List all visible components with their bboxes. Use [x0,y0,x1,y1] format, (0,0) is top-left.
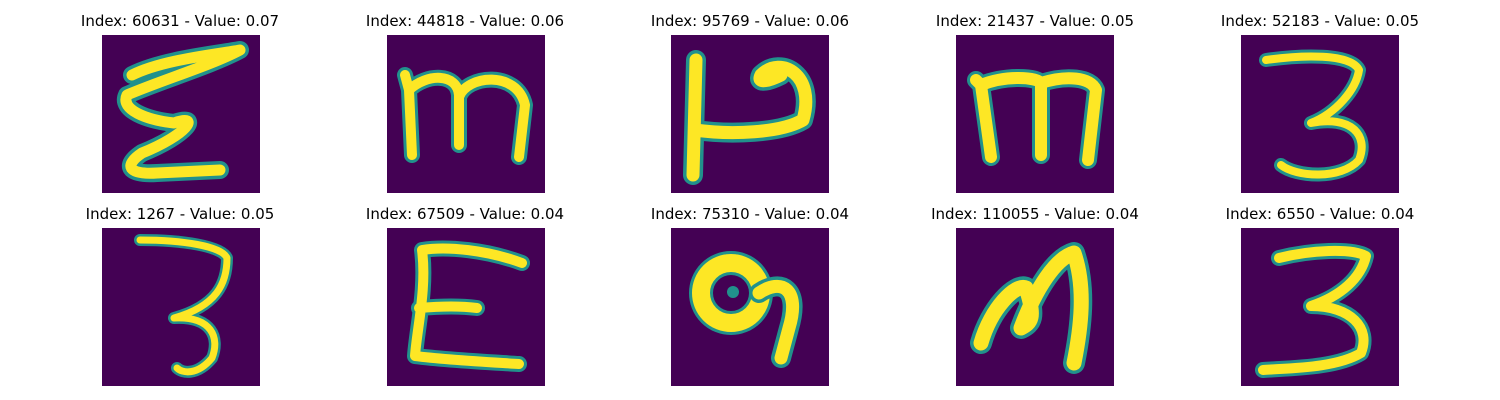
panel-title: Index: 6550 - Value: 0.04 [1225,205,1415,223]
digit-image-cell [102,35,260,193]
digit-image-cell [671,35,829,193]
digit-image-cell [1241,228,1399,386]
panel-title: Index: 1267 - Value: 0.05 [85,205,275,223]
digit-image-m [387,35,545,193]
panel-title: Index: 75310 - Value: 0.04 [650,205,850,223]
digit-image-cell [956,228,1114,386]
digit-image-three [102,228,260,386]
digit-image-three [1241,228,1399,386]
panel-title: Index: 52183 - Value: 0.05 [1220,12,1420,30]
panel-title: Index: 110055 - Value: 0.04 [931,205,1139,223]
digit-image-cell [102,228,260,386]
panel-title: Index: 21437 - Value: 0.05 [935,12,1135,30]
panel-title: Index: 95769 - Value: 0.06 [650,12,850,30]
digit-image-cell [956,35,1114,193]
digit-image-loop-nine [671,228,829,386]
digit-image-hook-p [671,35,829,193]
panel-title: Index: 67509 - Value: 0.04 [365,205,565,223]
digit-image-cell [387,228,545,386]
digit-image-m [956,35,1114,193]
digit-image-M [956,228,1114,386]
digit-image-cell [1241,35,1399,193]
digit-image-cell [387,35,545,193]
digit-image-cell [671,228,829,386]
digit-image-ezh [102,35,260,193]
digit-image-E [387,228,545,386]
panel-title: Index: 44818 - Value: 0.06 [365,12,565,30]
panel-title: Index: 60631 - Value: 0.07 [80,12,280,30]
digit-image-three [1241,35,1399,193]
